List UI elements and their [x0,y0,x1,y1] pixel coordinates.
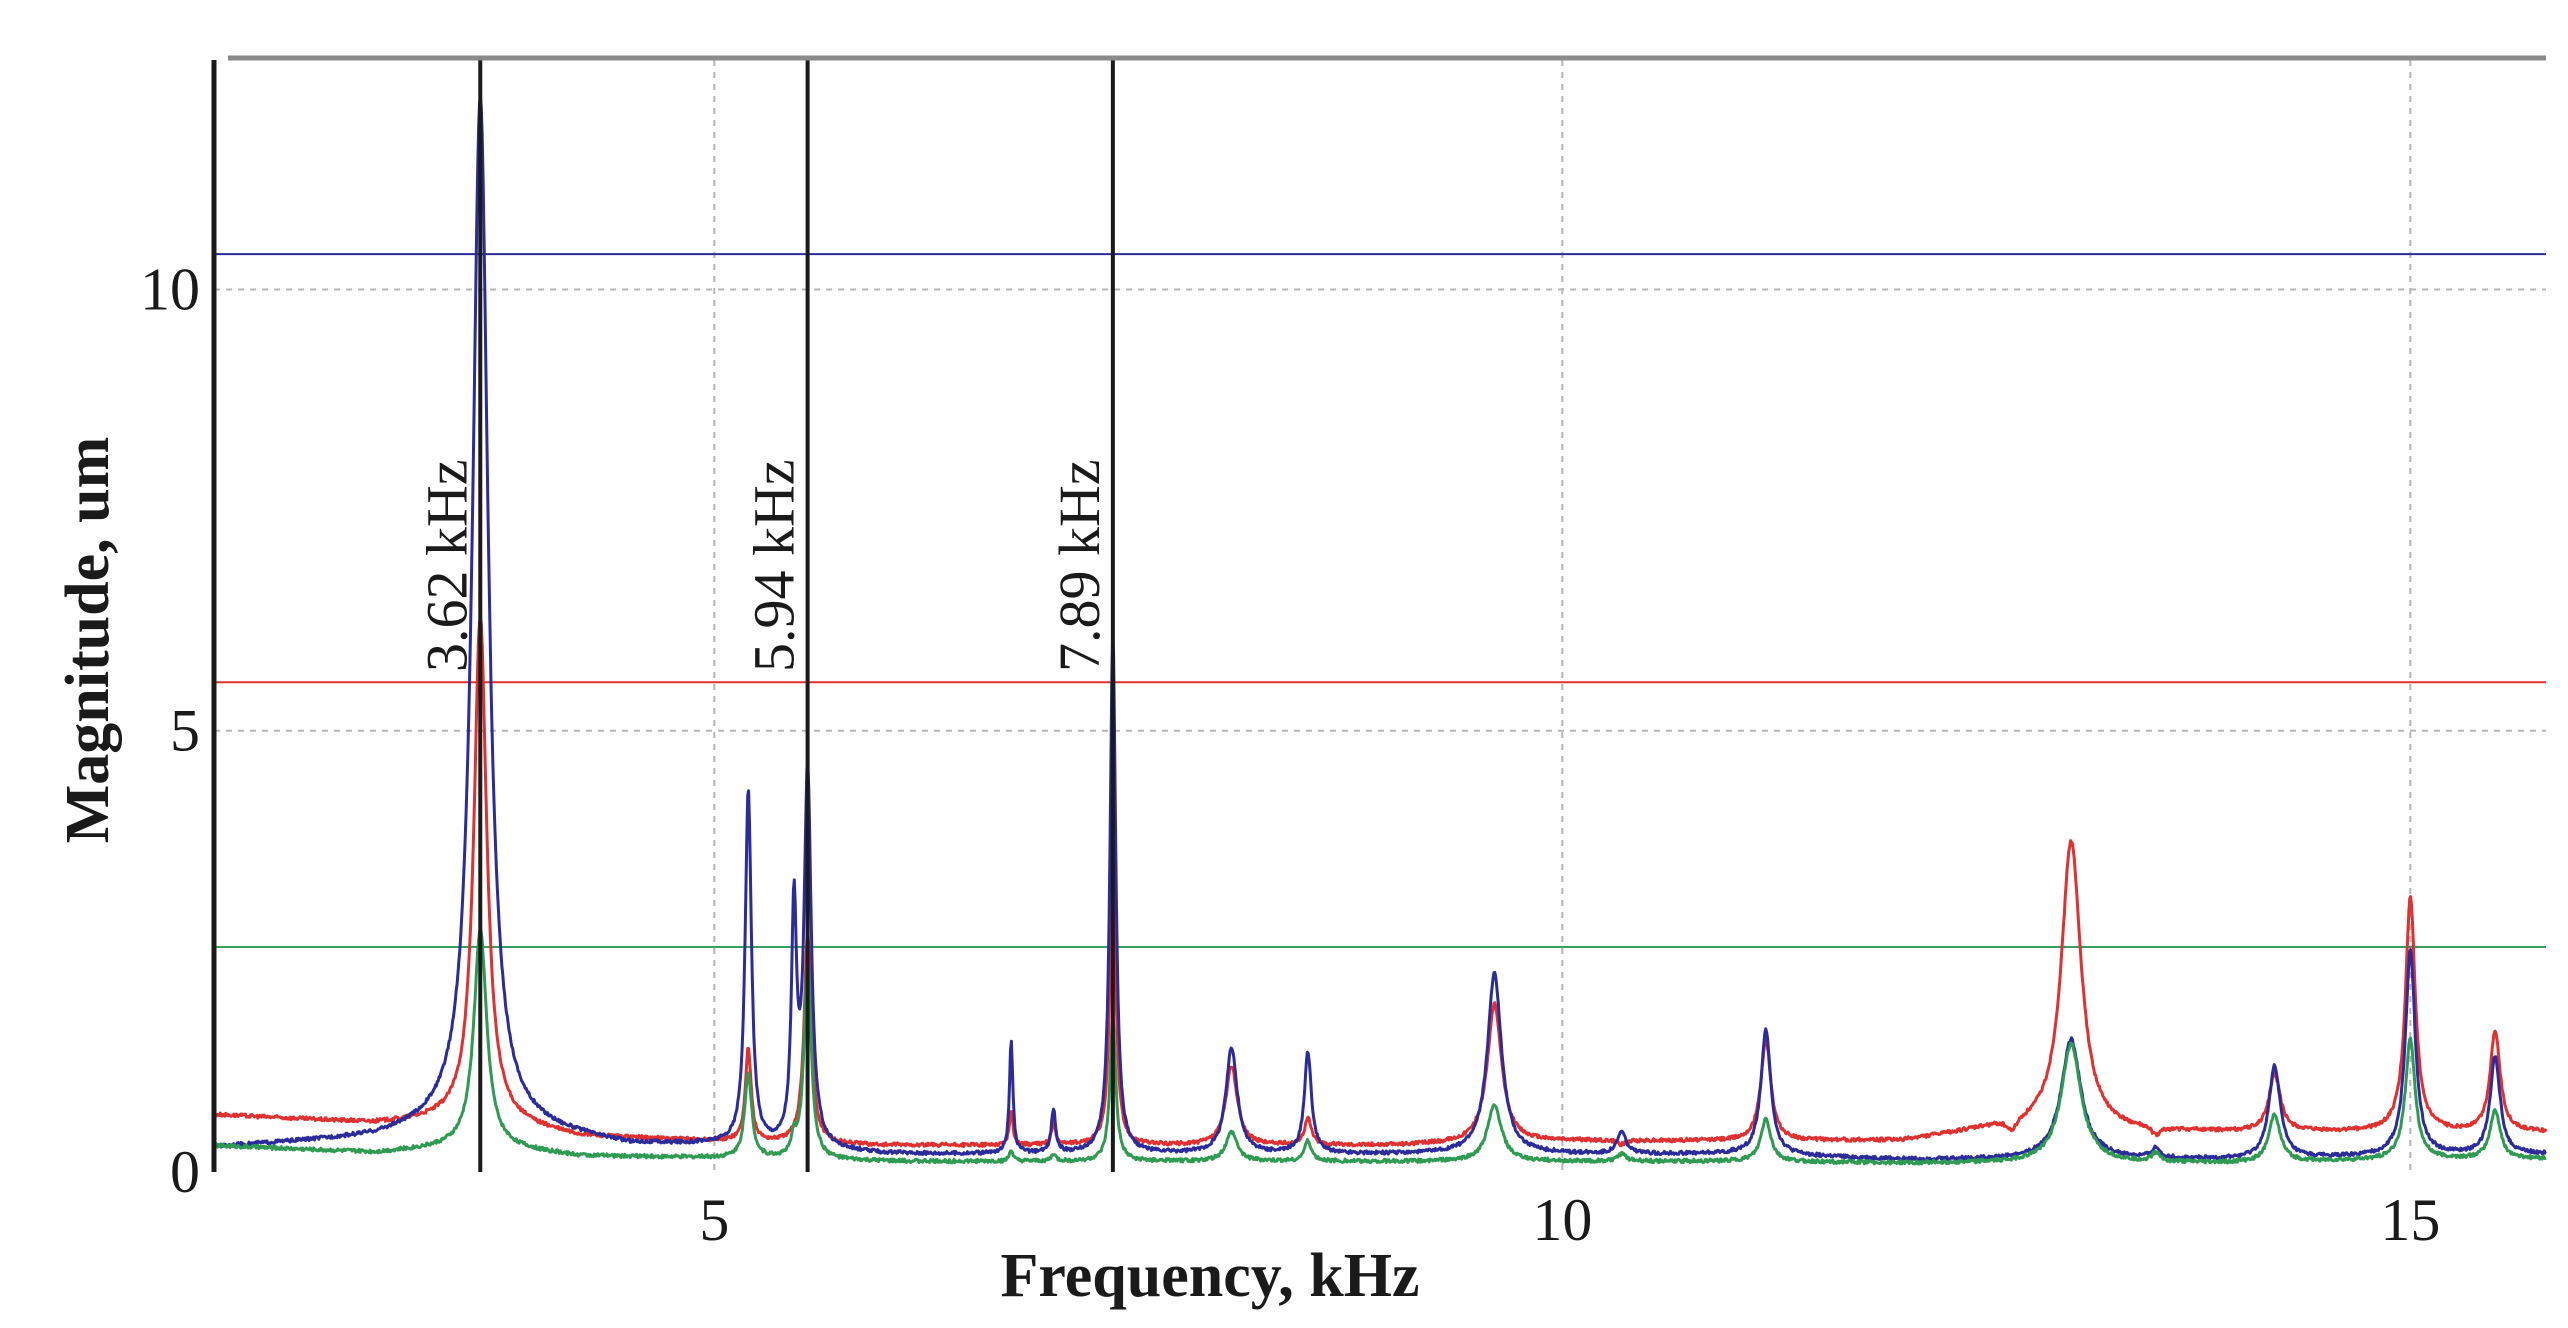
x-axis-title: Frequency, kHz [1000,1242,1419,1310]
series-line-green [212,926,2547,1166]
tick-labels: 5 10 15 0 5 10 [140,256,2440,1253]
x-tick-label-15: 15 [2380,1187,2440,1253]
series-layer [212,95,2548,1166]
marker-label-0: 3.62 kHz [414,459,479,672]
y-tick-label-10: 10 [140,256,200,322]
threshold-lines [214,253,2546,948]
series-line-blue [212,95,2547,1162]
y-tick-label-0: 0 [170,1139,200,1205]
grid-layer [214,60,2546,1172]
x-tick-label-5: 5 [699,1187,729,1253]
marker-label-2: 7.89 kHz [1047,459,1112,672]
marker-label-1: 5.94 kHz [742,459,807,672]
axes [211,55,2546,1172]
x-tick-label-10: 10 [1532,1187,1592,1253]
series-line-red [212,614,2548,1149]
y-tick-label-5: 5 [170,698,200,764]
y-axis-title: Magnitude, um [54,437,122,843]
frequency-markers: 3.62 kHz 5.94 kHz 7.89 kHz [414,56,1115,1172]
